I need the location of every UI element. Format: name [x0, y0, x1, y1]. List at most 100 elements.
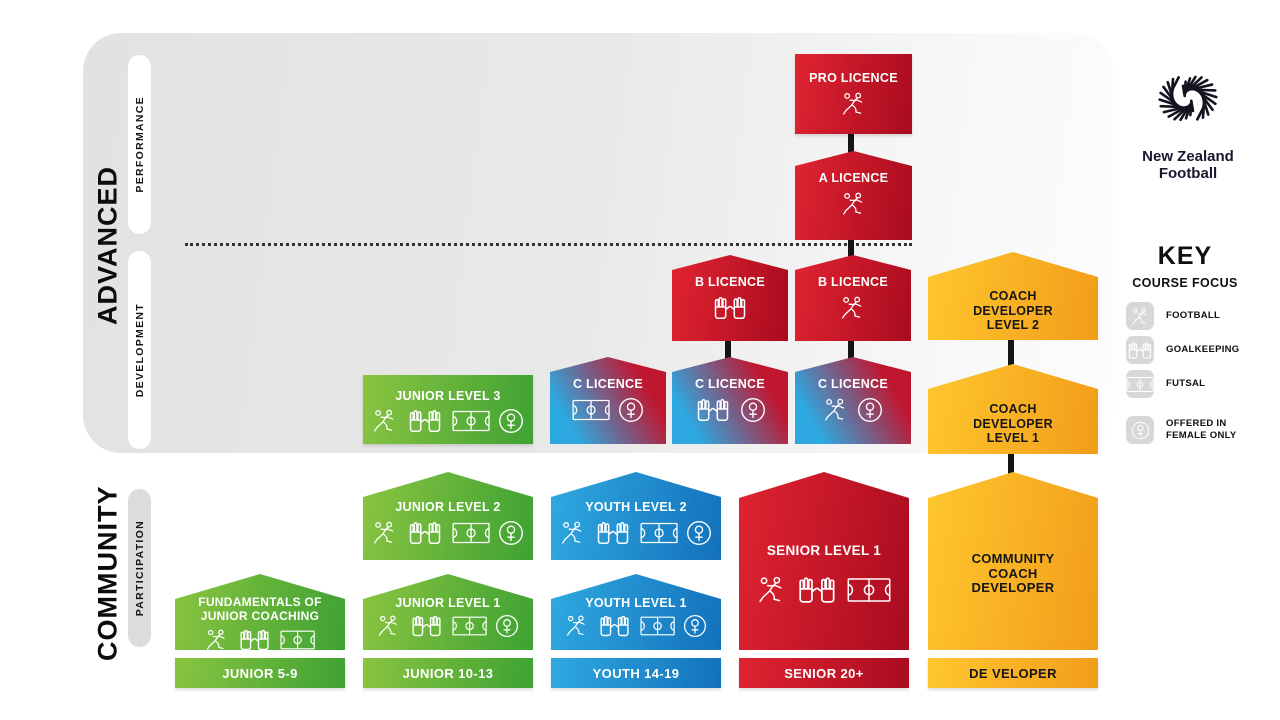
community-coach-developer-title: COMMUNITY COACH DEVELOPER	[971, 550, 1055, 596]
junior-level-1-card: JUNIOR LEVEL 1	[363, 574, 533, 650]
key-label-futsal: FUTSAL	[1166, 377, 1206, 389]
community-section-label: COMMUNITY	[92, 485, 123, 661]
coach-developer-level-2-title: COACH DEVELOPER LEVEL 2	[973, 289, 1053, 333]
development-phase-label: DEVELOPMENT	[133, 302, 146, 398]
pro-licence-title: PRO LICENCE	[809, 71, 898, 86]
participation-phase-pill: PARTICIPATION	[128, 489, 151, 647]
senior-20plus-age-band-bar: SENIOR 20+	[739, 658, 909, 688]
performance-development-divider	[185, 243, 912, 246]
c-licence-goalkeeping-card: C LICENCE	[672, 357, 788, 444]
goalkeeping-icon	[1126, 336, 1154, 364]
goalkeeping-icon	[594, 520, 632, 546]
football-icon	[757, 575, 787, 605]
goalkeeping-icon	[409, 614, 444, 638]
fundamentals-of-junior-coaching-title: FUNDAMENTALS OF JUNIOR COACHING	[198, 595, 322, 623]
junior-level-2-card: JUNIOR LEVEL 2	[363, 472, 533, 560]
football-icon	[377, 614, 401, 638]
key-item-futsal: FUTSAL	[1126, 370, 1272, 398]
key-label-goalkeeping: GOALKEEPING	[1166, 343, 1240, 355]
female-icon	[740, 397, 766, 423]
junior-level-2-course-focus-icons	[372, 520, 524, 546]
junior-level-1-title: JUNIOR LEVEL 1	[395, 596, 501, 610]
connector-pro-licence-a-licence	[848, 130, 854, 157]
junior-level-3-course-focus-icons	[372, 408, 524, 434]
key-item-football: FOOTBALL	[1126, 302, 1272, 330]
coach-developer-level-1-title: COACH DEVELOPER LEVEL 1	[973, 402, 1053, 446]
logo-text-line1: New Zealand	[1142, 148, 1234, 165]
advanced-section-label: ADVANCED	[92, 165, 123, 325]
senior-level-1-course-focus-icons	[757, 575, 891, 605]
football-icon	[372, 520, 398, 546]
football-icon	[372, 408, 398, 434]
youth-level-1-card: YOUTH LEVEL 1	[551, 574, 721, 650]
football-icon	[840, 295, 866, 321]
c-licence-goalkeeping-title: C LICENCE	[694, 377, 766, 391]
fundamentals-of-junior-coaching-card: FUNDAMENTALS OF JUNIOR COACHING	[175, 574, 345, 650]
c-licence-football-course-focus-icons	[823, 397, 883, 423]
a-licence-title: A LICENCE	[818, 171, 889, 185]
female-icon	[686, 520, 712, 546]
c-licence-futsal-course-focus-icons	[572, 397, 644, 423]
youth-level-1-title: YOUTH LEVEL 1	[585, 596, 687, 610]
youth-level-2-course-focus-icons	[560, 520, 712, 546]
c-licence-football-title: C LICENCE	[817, 377, 889, 391]
football-icon	[560, 520, 586, 546]
female-icon	[618, 397, 644, 423]
key-label-female: OFFERED IN FEMALE ONLY	[1166, 417, 1237, 441]
futsal-icon	[640, 520, 678, 546]
key-label-football: FOOTBALL	[1166, 309, 1221, 321]
performance-phase-pill: PERFORMANCE	[128, 55, 151, 234]
youth-14-19-age-band-label: YOUTH 14-19	[592, 665, 680, 681]
key-legend: KEY COURSE FOCUS FOOTBALL GOALKEEPING FUTS…	[1126, 242, 1272, 444]
female-icon	[498, 408, 524, 434]
new-zealand-football-logo: New Zealand Football	[1126, 58, 1250, 183]
football-icon	[841, 91, 867, 117]
connector-a-licence-b-licence	[848, 236, 854, 263]
female-icon	[495, 614, 519, 638]
youth-14-19-age-band-bar: YOUTH 14-19	[551, 658, 721, 688]
goalkeeping-icon	[795, 575, 839, 605]
b-licence-football-course-focus-icons	[840, 295, 866, 321]
senior-level-1-title: SENIOR LEVEL 1	[766, 543, 882, 559]
youth-level-2-card: YOUTH LEVEL 2	[551, 472, 721, 560]
a-licence-course-focus-icons	[841, 191, 867, 217]
development-phase-pill: DEVELOPMENT	[128, 251, 151, 449]
c-licence-futsal-title: C LICENCE	[572, 377, 644, 391]
junior-5-9-age-band-bar: JUNIOR 5-9	[175, 658, 345, 688]
junior-level-1-course-focus-icons	[377, 614, 519, 638]
key-subtitle: COURSE FOCUS	[1132, 276, 1238, 290]
b-licence-football-title: B LICENCE	[817, 275, 889, 289]
key-items: FOOTBALL GOALKEEPING FUTSAL OFFERED IN FEMA…	[1126, 302, 1272, 444]
junior-level-2-title: JUNIOR LEVEL 2	[395, 500, 501, 514]
c-licence-goalkeeping-course-focus-icons	[694, 397, 766, 423]
football-icon	[823, 397, 849, 423]
fundamentals-of-junior-coaching-course-focus-icons	[205, 628, 315, 650]
developer-age-band-bar: DE VELOPER	[928, 658, 1098, 688]
participation-phase-label: PARTICIPATION	[133, 519, 146, 617]
futsal-icon	[640, 614, 675, 638]
futsal-icon	[1126, 370, 1154, 398]
senior-20plus-age-band-label: SENIOR 20+	[784, 665, 864, 681]
futsal-icon	[572, 397, 610, 423]
b-licence-goalkeeping-course-focus-icons	[711, 295, 749, 321]
youth-level-2-title: YOUTH LEVEL 2	[585, 500, 687, 514]
futsal-icon	[847, 575, 891, 605]
key-title: KEY	[1157, 242, 1213, 270]
pro-licence-course-focus-icons	[841, 91, 867, 117]
youth-level-1-course-focus-icons	[565, 614, 707, 638]
football-icon	[1126, 302, 1154, 330]
c-licence-futsal-card: C LICENCE	[550, 357, 666, 444]
community-coach-developer-card: COMMUNITY COACH DEVELOPER	[928, 472, 1098, 650]
connector-coach-developer-2-1	[1008, 336, 1014, 372]
junior-level-3-card: JUNIOR LEVEL 3	[363, 375, 533, 444]
goalkeeping-icon	[406, 520, 444, 546]
goalkeeping-icon	[597, 614, 632, 638]
c-licence-football-card: C LICENCE	[795, 357, 911, 444]
goalkeeping-icon	[711, 295, 749, 321]
b-licence-goalkeeping-card: B LICENCE	[672, 255, 788, 341]
senior-level-1-card: SENIOR LEVEL 1	[739, 472, 909, 650]
goalkeeping-icon	[406, 408, 444, 434]
performance-phase-label: PERFORMANCE	[133, 96, 146, 193]
key-item-goalkeeping: GOALKEEPING	[1126, 336, 1272, 364]
